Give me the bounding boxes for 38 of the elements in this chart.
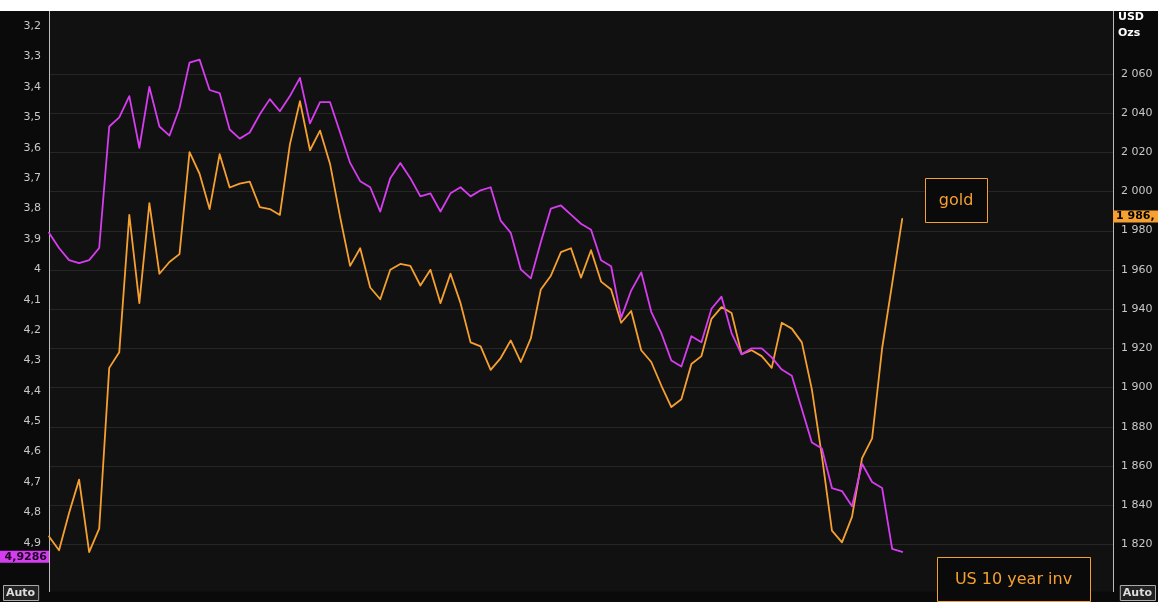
y-tick-label: 4,3 [23, 353, 41, 367]
y2-tick-label: 1 840 [1121, 497, 1153, 511]
y-tick-label: 4,2 [23, 322, 41, 336]
y-tick-label: 4 [34, 262, 41, 276]
y2-tick-label: 2 000 [1121, 184, 1153, 198]
y-tick-label: 3,5 [23, 110, 41, 124]
text: 1 986, [1116, 209, 1155, 223]
y-tick-label: 4,9 [23, 535, 41, 549]
y-tick-label: 4,7 [23, 474, 41, 488]
y-tick-label: 4,4 [23, 383, 41, 397]
text: US 10 year inv [954, 569, 1073, 589]
y-tick-label: 4,1 [23, 292, 41, 306]
y-tick-label: 3,3 [23, 49, 41, 63]
y2-tick-label: 1 860 [1121, 458, 1153, 472]
y-tick-label: 4,8 [23, 505, 41, 519]
text: Auto [1122, 585, 1153, 599]
y2-tick-label: 1 900 [1121, 380, 1153, 394]
text: gold [938, 190, 974, 210]
y-tick-label: 3,2 [23, 19, 41, 33]
y2-tick-label: 1 820 [1121, 537, 1153, 551]
y2-tick-label: 1 940 [1121, 301, 1153, 315]
y2-tick-label: 2 060 [1121, 66, 1153, 80]
text: Auto [5, 585, 36, 599]
y2-tick-label: 1 880 [1121, 419, 1153, 433]
y-tick-label: 4,5 [23, 414, 41, 428]
y2-tick-label: 2 020 [1121, 145, 1153, 159]
y2-tick-label: 2 040 [1121, 105, 1153, 119]
y2-axis-title: USD Ozs [1118, 10, 1144, 40]
text: 4,9286 [4, 549, 48, 563]
y-tick-label: 3,4 [23, 79, 41, 93]
y-tick-label: 3,6 [23, 140, 41, 154]
y-tick-label: 3,7 [23, 170, 41, 184]
y-tick-label: 3,9 [23, 231, 41, 245]
y2-tick-label: 1 960 [1121, 262, 1153, 276]
y2-tick-label: 1 920 [1121, 341, 1153, 355]
y-tick-label: 3,8 [23, 201, 41, 215]
y2-tick-label: 1 980 [1121, 223, 1153, 237]
y-tick-label: 4,6 [23, 444, 41, 458]
